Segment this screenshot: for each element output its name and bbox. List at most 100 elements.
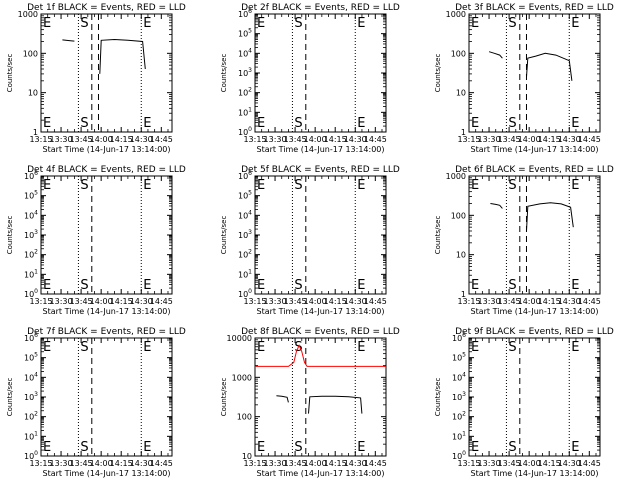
x-axis-label: Start Time (14-Jun-17 13:14:00) bbox=[471, 469, 599, 478]
marker-label-bottom: E bbox=[257, 440, 265, 455]
y-tick-label: 10 bbox=[456, 251, 466, 260]
y-tick-label: 105 bbox=[238, 28, 252, 39]
x-tick-label: 13:45 bbox=[70, 297, 93, 306]
y-tick-label: 1 bbox=[33, 128, 38, 137]
panel-title: Det 7f BLACK = Events, RED = LLD bbox=[27, 327, 186, 337]
x-tick-label: 13:45 bbox=[70, 135, 93, 144]
x-tick-label: 14:30 bbox=[558, 459, 581, 468]
panel-det-5: Det 5f BLACK = Events, RED = LLD 100 101 10… bbox=[220, 165, 400, 316]
x-axis-label: Start Time (14-Jun-17 13:14:00) bbox=[43, 469, 171, 478]
x-tick-label: 14:45 bbox=[578, 135, 601, 144]
panel-title: Det 9f BLACK = Events, RED = LLD bbox=[455, 327, 614, 337]
y-tick-label: 101 bbox=[24, 430, 38, 441]
events-series-line bbox=[488, 51, 503, 59]
marker-label-bottom: E bbox=[471, 116, 479, 131]
y-tick-label: 104 bbox=[24, 209, 38, 220]
panel-title: Det 1f BLACK = Events, RED = LLD bbox=[27, 3, 186, 13]
x-tick-label: 13:15 bbox=[243, 297, 266, 306]
x-tick-label: 13:15 bbox=[243, 135, 266, 144]
marker-label-top: E bbox=[43, 16, 51, 31]
x-tick-label: 13:45 bbox=[70, 459, 93, 468]
plot-frame bbox=[468, 13, 601, 133]
y-tick-label: 10000 bbox=[227, 334, 252, 343]
panel-det-4: Det 4f BLACK = Events, RED = LLD 100 101 10… bbox=[6, 165, 186, 316]
x-tick-label: 13:45 bbox=[284, 135, 307, 144]
events-series-line bbox=[276, 395, 289, 403]
y-tick-label: 104 bbox=[238, 47, 252, 58]
y-tick-label: 100 bbox=[237, 413, 252, 422]
x-tick-label: 14:15 bbox=[538, 135, 561, 144]
events-series-line bbox=[308, 395, 363, 414]
marker-label-bottom: E bbox=[357, 278, 365, 293]
y-tick-label: 106 bbox=[24, 170, 38, 181]
marker-label-top: S bbox=[508, 340, 516, 355]
marker-label-bottom: E bbox=[357, 116, 365, 131]
x-tick-label: 13:30 bbox=[50, 297, 73, 306]
marker-label-top: S bbox=[294, 16, 302, 31]
marker-label-top: E bbox=[471, 178, 479, 193]
x-tick-label: 14:15 bbox=[324, 135, 347, 144]
panel-title: Det 4f BLACK = Events, RED = LLD bbox=[27, 165, 186, 175]
x-tick-label: 14:00 bbox=[304, 135, 327, 144]
panel-title: Det 8f BLACK = Events, RED = LLD bbox=[241, 327, 400, 337]
y-axis-label: Counts/sec bbox=[434, 54, 442, 93]
marker-label-bottom: S bbox=[80, 440, 88, 455]
y-tick-label: 101 bbox=[238, 106, 252, 117]
x-tick-label: 14:30 bbox=[344, 297, 367, 306]
marker-label-top: E bbox=[571, 178, 579, 193]
marker-label-bottom: E bbox=[43, 116, 51, 131]
y-tick-label: 106 bbox=[238, 8, 252, 19]
y-tick-label: 101 bbox=[238, 268, 252, 279]
marker-label-bottom: S bbox=[508, 116, 516, 131]
marker-label-bottom: E bbox=[357, 440, 365, 455]
y-tick-label: 1000 bbox=[446, 172, 466, 181]
x-tick-label: 14:45 bbox=[150, 135, 173, 144]
marker-label-top: E bbox=[357, 340, 365, 355]
y-tick-label: 102 bbox=[452, 411, 466, 422]
y-tick-label: 100 bbox=[238, 126, 252, 137]
x-tick-label: 14:00 bbox=[518, 297, 541, 306]
y-tick-label: 101 bbox=[452, 430, 466, 441]
marker-label-bottom: E bbox=[143, 440, 151, 455]
x-tick-label: 13:30 bbox=[50, 135, 73, 144]
marker-label-bottom: E bbox=[143, 116, 151, 131]
x-tick-label: 14:45 bbox=[150, 459, 173, 468]
y-axis-label: Counts/sec bbox=[220, 378, 228, 417]
panel-title: Det 5f BLACK = Events, RED = LLD bbox=[241, 165, 400, 175]
plot-frame bbox=[468, 337, 601, 457]
x-axis-label: Start Time (14-Jun-17 13:14:00) bbox=[43, 145, 171, 154]
x-tick-label: 14:30 bbox=[344, 135, 367, 144]
marker-label-top: S bbox=[80, 16, 88, 31]
marker-label-top: E bbox=[471, 340, 479, 355]
x-tick-label: 13:30 bbox=[478, 135, 501, 144]
marker-label-bottom: S bbox=[294, 278, 302, 293]
x-tick-label: 14:30 bbox=[130, 297, 153, 306]
x-tick-label: 14:45 bbox=[364, 135, 387, 144]
y-tick-label: 1000 bbox=[18, 10, 38, 19]
x-tick-label: 14:30 bbox=[558, 135, 581, 144]
panel-title: Det 2f BLACK = Events, RED = LLD bbox=[241, 3, 400, 13]
y-tick-label: 103 bbox=[238, 67, 252, 78]
y-tick-label: 100 bbox=[23, 49, 38, 58]
marker-label-top: S bbox=[508, 16, 516, 31]
panel-det-9: Det 9f BLACK = Events, RED = LLD 100 101 10… bbox=[434, 327, 614, 478]
panel-title: Det 3f BLACK = Events, RED = LLD bbox=[455, 3, 614, 13]
marker-label-bottom: E bbox=[43, 440, 51, 455]
marker-label-top: E bbox=[571, 16, 579, 31]
x-tick-label: 13:30 bbox=[264, 135, 287, 144]
y-axis-label: Counts/sec bbox=[6, 216, 14, 255]
panel-det-3: Det 3f BLACK = Events, RED = LLD 1 10 100 10… bbox=[434, 3, 614, 154]
y-tick-label: 105 bbox=[24, 352, 38, 363]
lld-series-line bbox=[255, 344, 386, 367]
x-tick-label: 14:00 bbox=[90, 297, 113, 306]
x-tick-label: 13:45 bbox=[498, 135, 521, 144]
x-axis-label: Start Time (14-Jun-17 13:14:00) bbox=[257, 307, 385, 316]
panel-det-1: Det 1f BLACK = Events, RED = LLD 1 10 100 10… bbox=[6, 3, 186, 154]
marker-label-bottom: E bbox=[471, 278, 479, 293]
x-axis-label: Start Time (14-Jun-17 13:14:00) bbox=[257, 145, 385, 154]
x-tick-label: 13:45 bbox=[498, 459, 521, 468]
y-tick-label: 104 bbox=[24, 371, 38, 382]
x-tick-label: 14:00 bbox=[90, 459, 113, 468]
x-tick-label: 13:30 bbox=[478, 297, 501, 306]
